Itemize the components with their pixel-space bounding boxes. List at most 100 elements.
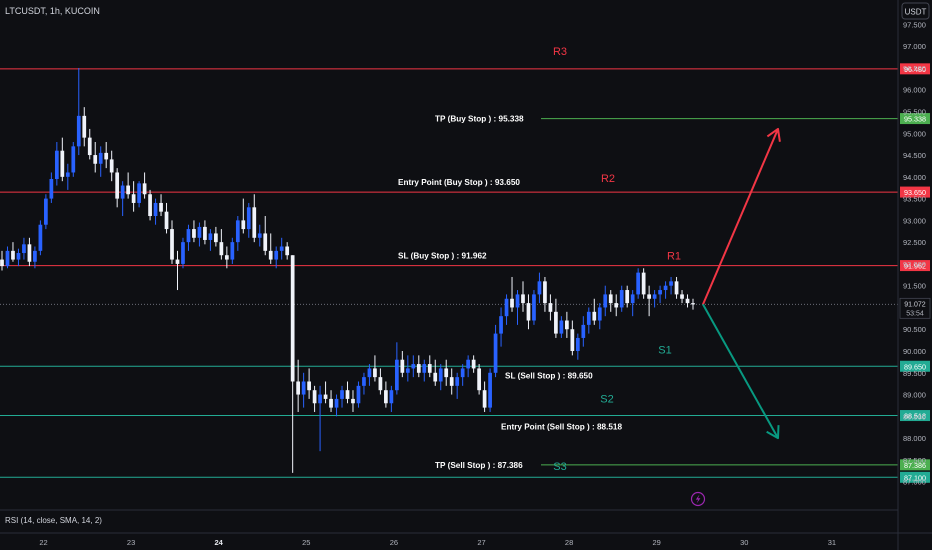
price-badge-label: 89.650 bbox=[904, 362, 926, 371]
candle-body bbox=[71, 146, 76, 173]
candle-body bbox=[329, 398, 333, 408]
candle-body bbox=[170, 229, 174, 260]
x-tick-label: 25 bbox=[302, 538, 310, 547]
candle-body bbox=[477, 368, 481, 391]
price-badge bbox=[900, 260, 930, 272]
candle-body bbox=[142, 183, 147, 195]
candle-body bbox=[526, 303, 531, 321]
price-axis[interactable]: 97.500 97.000 96.500 96.000 95.500 95.000 94.5… bbox=[897, 0, 931, 550]
candle-body bbox=[87, 137, 92, 156]
candle-body bbox=[268, 250, 273, 260]
current-price-badge bbox=[899, 297, 931, 319]
candle-body bbox=[619, 290, 624, 308]
candle-body bbox=[290, 255, 295, 382]
price-badge-label: 88.518 bbox=[904, 412, 926, 421]
candle-body bbox=[367, 368, 372, 378]
y-tick-label: 92.000 bbox=[903, 260, 926, 269]
candle-body bbox=[38, 224, 43, 251]
candle-body bbox=[663, 285, 668, 291]
candle-body bbox=[537, 281, 542, 295]
candle-body bbox=[471, 359, 476, 369]
candle-body bbox=[581, 324, 586, 338]
candle-body bbox=[504, 298, 509, 317]
candle-body bbox=[570, 329, 575, 352]
candle-body bbox=[49, 179, 54, 199]
candle-body bbox=[0, 259, 4, 267]
candle-body bbox=[515, 294, 520, 308]
candles-layer[interactable] bbox=[0, 67, 695, 473]
lightning-icon[interactable] bbox=[690, 491, 706, 507]
x-tick-label: 23 bbox=[127, 538, 135, 547]
candle-body bbox=[93, 155, 98, 164]
level-tag-r3: R3 bbox=[553, 46, 567, 58]
up-arrow-shaft bbox=[702, 128, 779, 305]
y-tick-label: 91.500 bbox=[903, 282, 926, 291]
candle-body bbox=[126, 185, 130, 195]
candle-body bbox=[575, 337, 580, 352]
candle-body bbox=[532, 294, 536, 321]
candle-body bbox=[405, 368, 410, 373]
candle-body bbox=[219, 242, 224, 256]
price-badge-label: 87.386 bbox=[904, 461, 926, 470]
candle-body bbox=[246, 207, 251, 230]
x-tick-label: 29 bbox=[653, 538, 661, 547]
y-tick-label: 93.500 bbox=[903, 195, 926, 204]
entry-label: SL (Buy Stop ) : 91.962 bbox=[398, 252, 487, 261]
candle-body bbox=[296, 381, 301, 395]
candle-body bbox=[208, 233, 213, 240]
candle-body bbox=[411, 364, 416, 369]
rsi-label[interactable]: RSI (14, close, SMA, 14, 2) bbox=[5, 516, 102, 525]
candle-body bbox=[630, 294, 635, 304]
y-tick-label: 88.500 bbox=[903, 412, 926, 421]
y-tick-label: 94.000 bbox=[903, 173, 926, 182]
candle-body bbox=[674, 281, 679, 295]
candle-body bbox=[345, 390, 350, 399]
price-badge bbox=[900, 471, 930, 483]
candle-body bbox=[351, 398, 355, 404]
candle-body bbox=[466, 359, 471, 369]
y-tick-label: 96.000 bbox=[903, 86, 926, 95]
candle-body bbox=[455, 377, 460, 386]
candle-body bbox=[614, 303, 619, 308]
price-badge bbox=[900, 186, 930, 198]
candle-body bbox=[334, 398, 339, 408]
candle-body bbox=[279, 246, 284, 251]
time-axis[interactable]: 22 23 24 25 26 27 28 29 30 31 bbox=[0, 532, 932, 547]
levels-layer: 96.480 R3 95.338 TP (Buy Stop ) : 95.338 93.… bbox=[0, 46, 930, 483]
candle-body bbox=[54, 150, 59, 180]
candle-body bbox=[252, 207, 257, 238]
symbol-info[interactable]: LTCUSDT, 1h, KUCOIN bbox=[5, 6, 100, 16]
currency-button[interactable]: USDT bbox=[901, 2, 930, 20]
price-badge-label: 87.100 bbox=[904, 473, 926, 482]
candle-body bbox=[33, 250, 37, 262]
price-badge bbox=[900, 360, 930, 372]
candle-body bbox=[186, 229, 191, 243]
candle-body bbox=[76, 115, 81, 147]
candle-body bbox=[159, 202, 163, 212]
x-tick-label: 31 bbox=[828, 538, 836, 547]
entry-label: Entry Point (Buy Stop ) : 93.650 bbox=[398, 178, 520, 187]
candle-body bbox=[394, 359, 399, 391]
tp-label: TP (Sell Stop ) : 87.386 bbox=[435, 461, 523, 470]
candle-body bbox=[263, 233, 268, 251]
candle-body bbox=[641, 272, 646, 295]
candle-body bbox=[214, 233, 218, 243]
y-tick-label: 92.500 bbox=[903, 238, 926, 247]
candle-body bbox=[175, 259, 180, 264]
candle-body bbox=[647, 294, 651, 299]
candle-body bbox=[460, 368, 465, 378]
candle-body bbox=[625, 290, 630, 304]
candle-body bbox=[153, 202, 158, 217]
candle-body bbox=[438, 368, 443, 382]
candle-body bbox=[449, 377, 454, 386]
y-tick-label: 95.500 bbox=[903, 108, 926, 117]
tp-label: TP (Buy Stop ) : 95.338 bbox=[435, 115, 524, 124]
price-badge bbox=[900, 410, 930, 422]
arrows-layer bbox=[702, 127, 781, 440]
y-tick-label: 97.500 bbox=[903, 20, 926, 29]
candle-body bbox=[389, 390, 394, 404]
candle-body bbox=[597, 307, 602, 321]
candle-body bbox=[312, 390, 317, 404]
